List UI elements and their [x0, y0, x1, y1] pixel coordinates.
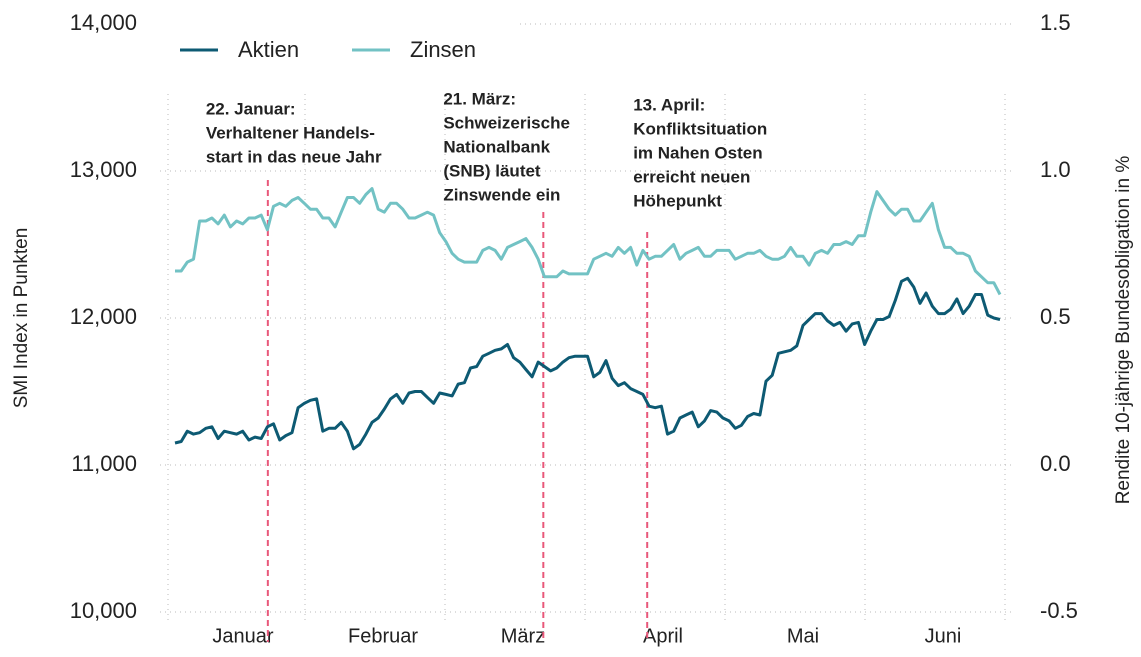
annotation-date: 13. April: [633, 95, 705, 114]
annotation-text: start in das neue Jahr [206, 147, 382, 166]
y-axis-title: SMI Index in Punkten [11, 228, 32, 409]
y2-tick-label: -0.5 [1040, 598, 1078, 623]
x-tick-label: Februar [348, 625, 418, 647]
y2-tick-label: 1.0 [1040, 157, 1071, 182]
annotation-text: Nationalbank [443, 137, 550, 156]
y-tick-label: 10,000 [70, 598, 137, 623]
series-line [175, 187, 1002, 296]
series-line [174, 276, 1001, 451]
annotation-text: im Nahen Osten [633, 143, 762, 162]
annotation-text: Verhaltener Handels- [206, 123, 375, 142]
annotation-text: Schweizerische [443, 113, 570, 132]
y2-tick-label: 0.0 [1040, 451, 1071, 476]
x-tick-label: März [501, 625, 545, 647]
annotation-date: 22. Januar: [206, 99, 296, 118]
annotation-date: 21. März: [443, 89, 516, 108]
y2-tick-label: 0.5 [1040, 304, 1071, 329]
annotation-text: erreicht neuen [633, 167, 750, 186]
annotation-text: (SNB) läutet [443, 161, 541, 180]
annotation-text: Konfliktsituation [633, 119, 767, 138]
x-tick-label: Juni [925, 625, 962, 647]
y-tick-label: 13,000 [70, 157, 137, 182]
legend-label: Aktien [238, 37, 299, 62]
x-tick-label: Mai [787, 625, 819, 647]
y-tick-label: 12,000 [70, 304, 137, 329]
x-tick-label: Januar [212, 625, 273, 647]
annotation-text: Zinswende ein [443, 185, 560, 204]
annotation-text: Höhepunkt [633, 191, 722, 210]
y-tick-label: 14,000 [70, 10, 137, 35]
legend-label: Zinsen [410, 37, 476, 62]
y-tick-label: 11,000 [71, 451, 137, 476]
y2-axis-title: Rendite 10-jährige Bundesobligation in % [1113, 156, 1134, 505]
x-tick-label: April [643, 625, 683, 647]
y2-tick-label: 1.5 [1040, 10, 1071, 35]
